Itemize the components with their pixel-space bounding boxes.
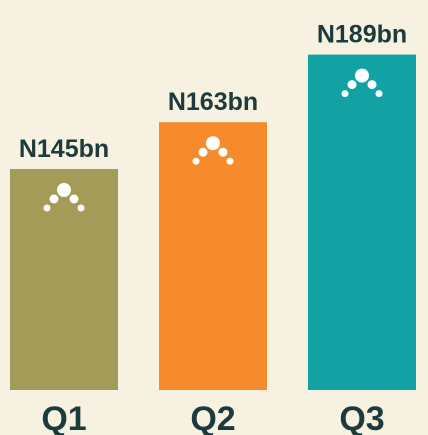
x-tick-label: Q1 [41,400,86,435]
icon-dot [355,68,369,83]
icon-dot [57,183,71,197]
icon-dot [43,204,51,212]
icon-dot [69,194,79,204]
x-tick-label: Q3 [339,400,384,435]
icon-dot [218,147,228,157]
bar [308,54,416,390]
value-label: N189bn [317,21,407,49]
icon-dot [226,157,234,165]
icon-dot [341,90,349,98]
icon-dot [77,204,85,212]
icon-dot [206,136,220,151]
icon-dot [198,147,208,157]
icon-dot [367,80,377,90]
icon-dot [49,194,59,204]
icon-dot [192,157,200,165]
value-label: N145bn [19,135,109,163]
x-tick-label: Q2 [190,400,235,435]
value-label: N163bn [168,88,258,116]
bar [10,169,118,390]
icon-dot [347,80,357,90]
bar [159,122,267,390]
icon-dot [375,90,383,98]
